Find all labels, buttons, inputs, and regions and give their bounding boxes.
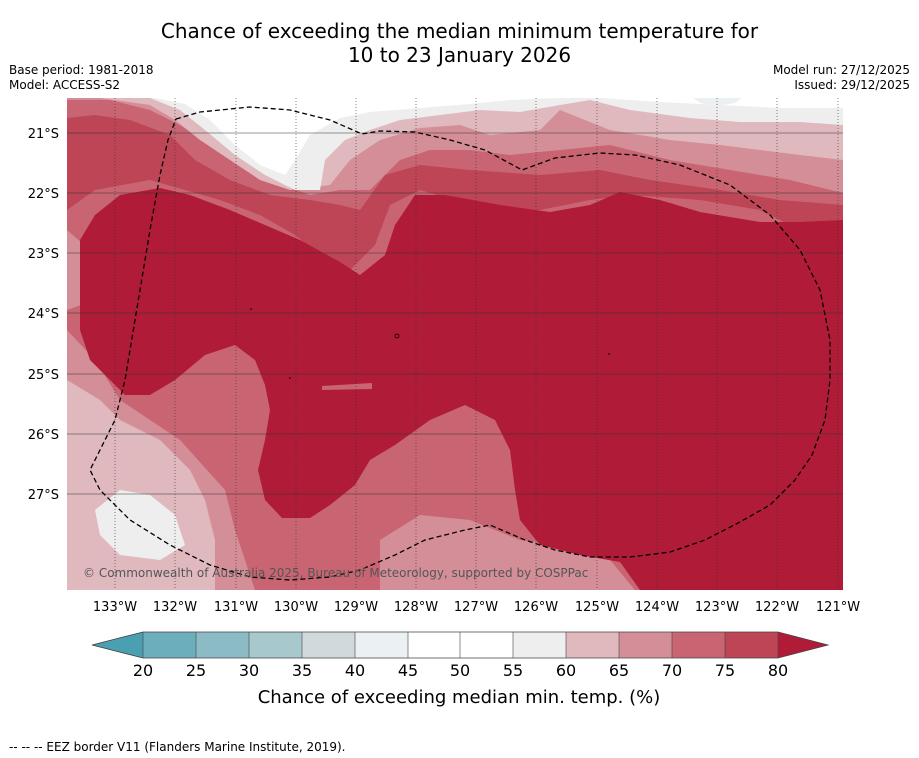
field-55-60-sw xyxy=(95,490,185,560)
colorbar-label: Chance of exceeding median min. temp. (%… xyxy=(258,687,661,708)
lon-label: 126°W xyxy=(514,600,558,615)
island-marker xyxy=(394,333,400,339)
colorbar-tick: 80 xyxy=(768,661,788,680)
colorbar-swatch-65-70 xyxy=(619,632,672,658)
eez-legend: -- -- -- EEZ border V11 (Flanders Marine… xyxy=(9,740,346,754)
colorbar-swatch-60-65 xyxy=(566,632,619,658)
lon-label: 123°W xyxy=(695,600,739,615)
field-streak xyxy=(322,383,372,390)
colorbar-under-arrow xyxy=(92,632,143,658)
lat-label: 22°S xyxy=(28,187,59,202)
colorbar xyxy=(91,631,830,659)
field-80-plus xyxy=(80,188,843,590)
colorbar-tick: 65 xyxy=(609,661,629,680)
colorbar-swatch-35-40 xyxy=(302,632,355,658)
lon-label: 128°W xyxy=(394,600,438,615)
lat-labels: 21°S 22°S 23°S 24°S 25°S 26°S 27°S xyxy=(28,127,59,503)
colorbar-tick: 30 xyxy=(239,661,259,680)
model-name: Model: ACCESS-S2 xyxy=(9,78,121,92)
colorbar-tick: 50 xyxy=(450,661,470,680)
colorbar-tick: 75 xyxy=(715,661,735,680)
colorbar-swatch-75-80 xyxy=(725,632,778,658)
lon-label: 125°W xyxy=(575,600,619,615)
colorbar-swatch-50-55 xyxy=(460,632,513,658)
field-45-55-n xyxy=(155,98,843,175)
colorbar-dividers xyxy=(142,632,779,658)
colorbar-swatch-40-45 xyxy=(355,632,408,658)
field-65-70-s xyxy=(380,515,635,590)
colorbar-swatch-25-30 xyxy=(196,632,249,658)
colorbar-tick: 55 xyxy=(503,661,523,680)
lon-label: 132°W xyxy=(153,600,197,615)
colorbar-tick: 60 xyxy=(556,661,576,680)
island-marker xyxy=(608,353,610,355)
lon-label: 129°W xyxy=(334,600,378,615)
lon-label: 131°W xyxy=(214,600,258,615)
island-marker xyxy=(289,377,291,379)
map-title-line1: Chance of exceeding the median minimum t… xyxy=(160,19,759,43)
lat-label: 21°S xyxy=(28,127,59,142)
lon-label: 122°W xyxy=(755,600,799,615)
issued-date: Issued: 29/12/2025 xyxy=(794,78,910,92)
colorbar-ticks: 20 25 30 35 40 45 50 55 60 65 70 75 80 xyxy=(133,661,788,680)
colorbar-swatch-70-75 xyxy=(672,632,725,658)
lon-label: 124°W xyxy=(635,600,679,615)
lon-label: 121°W xyxy=(816,600,860,615)
model-run: Model run: 27/12/2025 xyxy=(772,63,910,77)
lon-label: 127°W xyxy=(454,600,498,615)
colorbar-tick: 40 xyxy=(345,661,365,680)
colorbar-swatch-20-25 xyxy=(143,632,196,658)
colorbar-tick: 70 xyxy=(662,661,682,680)
colorbar-over-arrow xyxy=(778,632,828,658)
lon-label: 130°W xyxy=(274,600,318,615)
colorbar-tick: 35 xyxy=(292,661,312,680)
lat-gridlines xyxy=(67,132,843,495)
colorbar-tick: 25 xyxy=(186,661,206,680)
colorbar-tick: 20 xyxy=(133,661,153,680)
island-marker xyxy=(250,308,252,310)
colorbar-swatch-30-35 xyxy=(249,632,302,658)
lat-label: 25°S xyxy=(28,368,59,383)
lon-label: 133°W xyxy=(93,600,137,615)
lat-label: 24°S xyxy=(28,307,59,322)
eez-border xyxy=(89,106,831,581)
lat-label: 27°S xyxy=(28,488,59,503)
lon-labels: 133°W 132°W 131°W 130°W 129°W 128°W 127°… xyxy=(93,600,860,615)
lat-label: 23°S xyxy=(28,247,59,262)
colorbar-swatch-45-50 xyxy=(408,632,460,658)
probability-field xyxy=(67,98,843,590)
lat-label: 26°S xyxy=(28,428,59,443)
colorbar-tick: 45 xyxy=(398,661,418,680)
base-period: Base period: 1981-2018 xyxy=(9,63,154,77)
map-title-line2: 10 to 23 January 2026 xyxy=(347,43,572,67)
field-40-45-n xyxy=(693,98,742,106)
copyright-note: © Commonwealth of Australia 2025, Bureau… xyxy=(83,566,588,580)
colorbar-swatch-55-60 xyxy=(513,632,566,658)
